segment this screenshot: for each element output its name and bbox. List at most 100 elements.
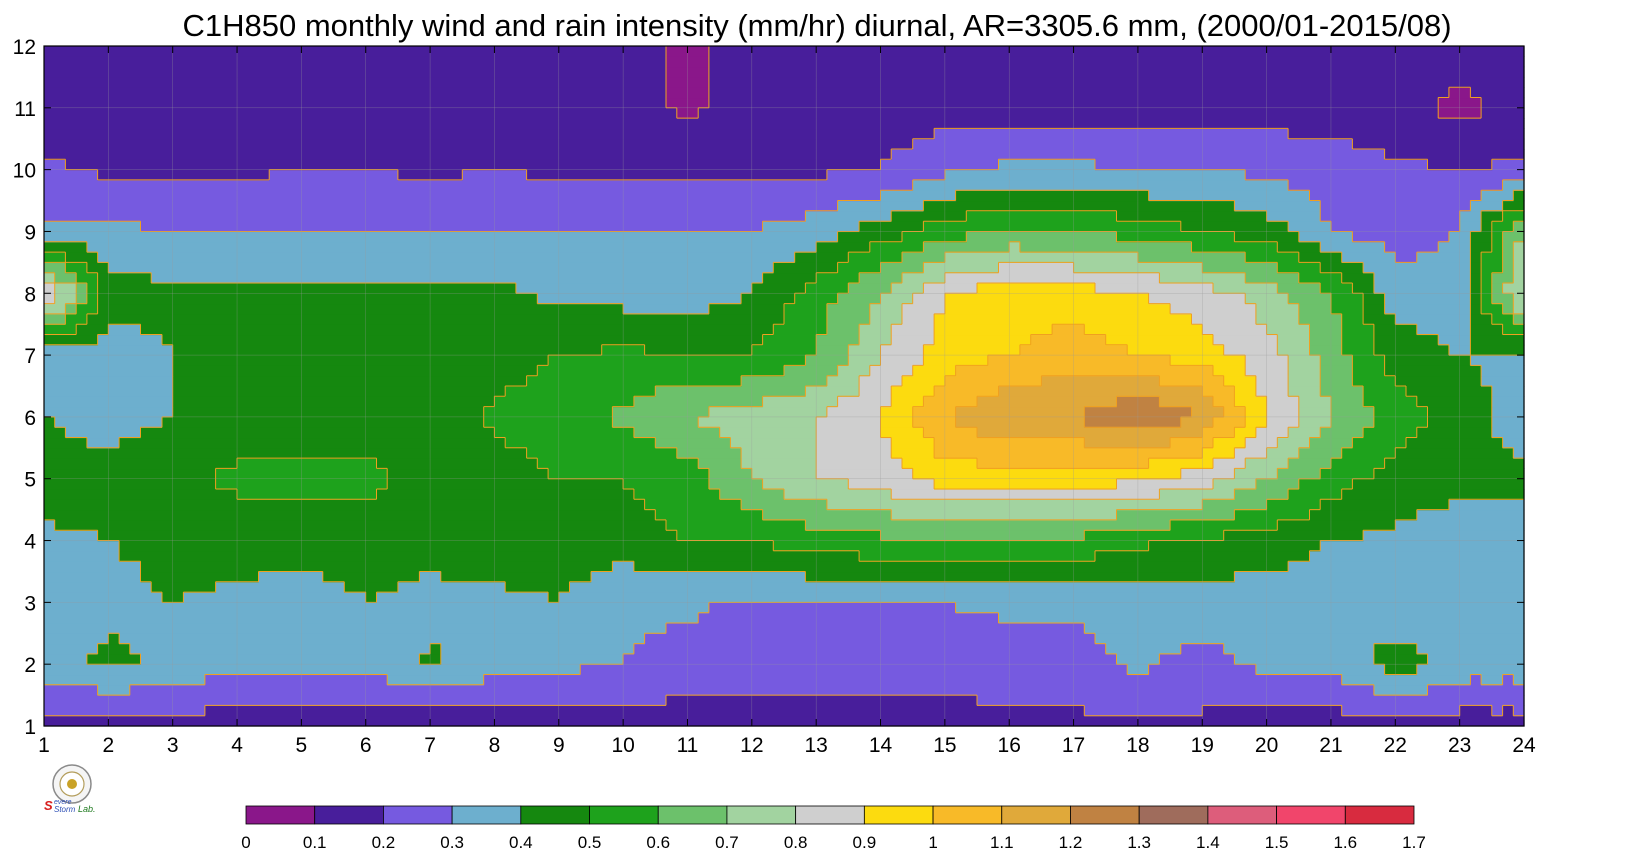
contour-cell <box>1363 396 1418 408</box>
contour-cell <box>1513 674 1525 686</box>
colorbar-label: 0.6 <box>646 833 670 852</box>
contour-cell <box>923 427 978 439</box>
contour-cell <box>172 406 485 418</box>
contour-cell <box>1373 653 1429 665</box>
contour-cell <box>1288 128 1525 140</box>
contour-cell <box>1470 303 1482 315</box>
contour-cell <box>1352 437 1407 449</box>
contour-cell <box>440 643 635 655</box>
contour-cell <box>1245 365 1289 377</box>
contour-cell <box>966 231 1118 243</box>
contour-cell <box>934 334 1032 346</box>
contour-cell <box>1095 282 1214 294</box>
contour-cell <box>977 396 1118 408</box>
contour-cell <box>440 653 624 665</box>
contour-cell <box>901 313 935 325</box>
contour-cell <box>1502 324 1525 336</box>
contour-cell <box>1212 437 1246 449</box>
contour-cell <box>1438 241 1471 253</box>
contour-cell <box>1288 221 1332 233</box>
contour-cell <box>1481 674 1504 686</box>
contour-cell <box>1084 530 1225 542</box>
contour-cell <box>1223 406 1246 418</box>
contour-cell <box>172 375 528 387</box>
contour-cell <box>569 581 1525 593</box>
contour-cell <box>1502 705 1514 717</box>
contour-cell <box>1105 334 1214 346</box>
colorbar-label: 1.7 <box>1402 833 1426 852</box>
contour-cell <box>1502 282 1525 294</box>
contour-cell <box>623 478 710 490</box>
contour-cell <box>633 489 721 500</box>
contour-cell <box>44 519 56 531</box>
contour-cell <box>387 468 549 480</box>
contour-cell <box>258 571 324 583</box>
contour-cell <box>880 416 914 428</box>
contour-cell <box>1234 396 1268 408</box>
contour-cell <box>140 427 496 439</box>
y-tick-label: 2 <box>24 654 36 677</box>
contour-cell <box>44 313 67 325</box>
contour-cell <box>1255 427 1289 439</box>
contour-cell <box>826 324 860 336</box>
y-tick-label: 8 <box>24 283 36 306</box>
contour-cell <box>86 241 817 253</box>
contour-cell <box>54 519 667 531</box>
contour-cell <box>44 612 699 624</box>
contour-cell <box>859 324 892 336</box>
contour-cell <box>1481 221 1493 233</box>
contour-cell <box>633 643 1107 655</box>
contour-cell <box>44 303 67 315</box>
x-tick-label: 4 <box>231 734 243 757</box>
contour-cell <box>1384 149 1525 160</box>
contour-cell <box>1234 386 1257 397</box>
contour-cell <box>1363 303 1386 315</box>
contour-cell <box>880 344 925 356</box>
contour-cell <box>365 592 378 603</box>
contour-cell <box>1481 210 1504 222</box>
contour-cell <box>65 262 88 274</box>
contour-cell <box>1373 416 1429 428</box>
contour-cell <box>269 169 399 181</box>
colorbar: 0 0.1 0.2 0.3 0.4 0.5 0.6 0.7 0.8 0.9 1 1.1 1.2 1.3 1.… <box>241 805 1426 852</box>
contour-cell <box>676 107 699 119</box>
contour-cell <box>1341 272 1375 284</box>
contour-cell <box>944 303 1171 315</box>
colorbar-swatch <box>726 805 797 825</box>
contour-cell <box>1502 179 1525 191</box>
contour-cell <box>1170 437 1214 449</box>
contour-cell <box>1266 406 1300 418</box>
contour-cell <box>44 581 152 593</box>
contour-cell <box>1298 303 1332 315</box>
contour-cell <box>1180 221 1289 233</box>
colorbar-label: 0.5 <box>578 833 602 852</box>
contour-cell <box>97 293 538 305</box>
contour-cell <box>1277 344 1311 356</box>
contour-cell <box>1470 344 1525 356</box>
contour-cell <box>108 262 774 274</box>
contour-cell <box>1352 355 1386 366</box>
contour-cell <box>944 375 1042 387</box>
contour-cell <box>1212 478 1257 490</box>
contour-cell <box>708 56 1525 68</box>
contour-cell <box>1330 396 1364 408</box>
contour-cell <box>161 334 764 346</box>
contour-cell <box>1288 293 1332 305</box>
contour-cell <box>537 365 785 377</box>
contour-cell <box>891 324 935 336</box>
contour-cell <box>1513 303 1525 315</box>
contour-cell <box>1298 406 1332 418</box>
contour-cell <box>944 169 1246 181</box>
contour-cell <box>86 262 109 274</box>
contour-cell <box>140 653 420 665</box>
contour-cell <box>44 179 914 191</box>
contour-cell <box>977 458 1150 470</box>
contour-cell <box>1019 344 1128 356</box>
contour-cell <box>655 386 807 397</box>
contour-cell <box>215 468 388 480</box>
contour-cell <box>612 561 635 573</box>
contour-cell <box>708 97 1439 109</box>
contour-cell <box>44 602 710 614</box>
y-tick-label: 4 <box>24 531 36 554</box>
contour-cell <box>44 530 99 542</box>
